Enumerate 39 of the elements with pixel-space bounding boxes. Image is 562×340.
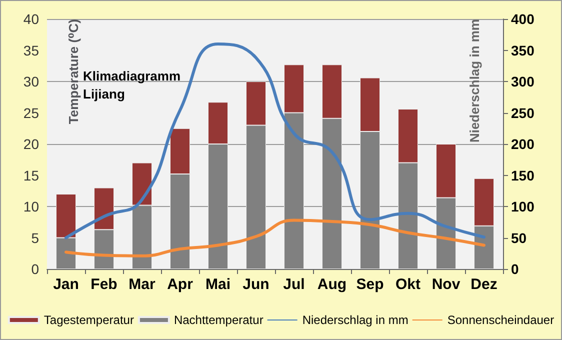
y2-tick-label: 50 (511, 230, 527, 246)
x-tick-label: Apr (167, 276, 194, 293)
y-axis-title: Temperature (⁰C) (66, 19, 81, 124)
y2-tick-label: 150 (511, 167, 535, 184)
y-tick-label: 15 (23, 167, 40, 184)
legend-label: Sonnenscheindauer (447, 313, 554, 327)
y-tick-label: 10 (23, 198, 40, 214)
y2-axis-title: Niederschlag in mm (467, 19, 482, 143)
line-series (64, 218, 486, 258)
y-tick-label: 0 (31, 261, 40, 277)
y2-tick-label: 100 (511, 198, 535, 214)
y-tick-label: 20 (23, 136, 40, 152)
text: Klimadiagramm Lijiang (83, 68, 181, 102)
y-tick-label: 40 (23, 11, 40, 27)
x-tick-label: Feb (90, 276, 118, 293)
line-series (64, 42, 486, 240)
x-tick-label: Aug (317, 276, 347, 293)
x-tick-label: Jan (53, 276, 79, 293)
y2-tick-label: 200 (511, 136, 535, 152)
x-tick-label: Sep (356, 276, 384, 293)
x-tick-label: Nov (432, 276, 461, 293)
y2-tick-label: 0 (511, 261, 519, 277)
x-tick-label: Jul (283, 276, 305, 293)
y-tick-label: 5 (31, 230, 40, 246)
y2-tick-label: 300 (511, 74, 535, 90)
legend-label: Niederschlag in mm (302, 313, 408, 327)
x-tick-label: Jun (242, 276, 270, 293)
y-tick-label: 25 (23, 104, 40, 121)
y-tick-label: 30 (23, 74, 40, 90)
x-tick-label: Okt (395, 276, 421, 293)
y2-tick-label: 350 (511, 42, 535, 58)
y-tick-label: 35 (23, 42, 40, 58)
x-tick-label: Dez (470, 276, 498, 293)
x-tick-label: Mai (205, 276, 231, 293)
y2-tick-label: 250 (511, 104, 535, 121)
legend-label: Nachttemperatur (174, 313, 264, 327)
x-tick-label: Mar (128, 276, 156, 293)
y2-tick-label: 400 (511, 11, 535, 27)
legend-label: Tagestemperatur (44, 313, 134, 327)
